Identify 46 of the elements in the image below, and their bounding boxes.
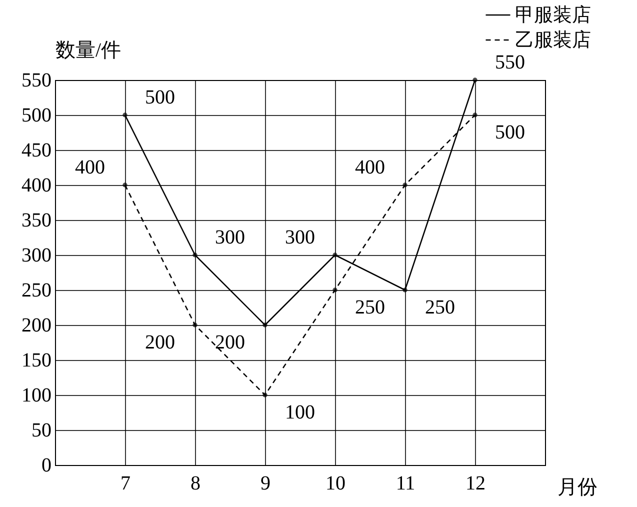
data-label: 200 bbox=[215, 332, 245, 354]
y-tick-label: 250 bbox=[22, 280, 52, 302]
y-tick-label: 300 bbox=[22, 244, 52, 266]
point bbox=[192, 322, 198, 328]
data-label: 300 bbox=[215, 226, 245, 248]
point bbox=[262, 392, 268, 398]
point bbox=[332, 252, 338, 258]
y-tick-label: 350 bbox=[22, 210, 52, 232]
y-tick-label: 450 bbox=[22, 140, 52, 162]
x-tick-label: 8 bbox=[190, 472, 200, 494]
point bbox=[122, 112, 128, 118]
y-tick-label: 550 bbox=[22, 70, 52, 92]
y-tick-label: 50 bbox=[32, 420, 52, 442]
y-tick-label: 150 bbox=[22, 350, 52, 372]
x-tick-label: 7 bbox=[120, 472, 130, 494]
data-label: 100 bbox=[285, 402, 315, 424]
y-tick-label: 400 bbox=[22, 174, 52, 196]
data-label: 250 bbox=[425, 296, 455, 318]
x-tick-label: 9 bbox=[260, 472, 270, 494]
data-label: 200 bbox=[145, 332, 175, 354]
y-tick-label: 0 bbox=[42, 454, 52, 476]
point bbox=[472, 78, 478, 82]
point bbox=[402, 182, 408, 188]
point bbox=[262, 322, 268, 328]
x-tick-label: 10 bbox=[326, 472, 346, 494]
data-label: 500 bbox=[145, 86, 175, 108]
x-tick-label: 12 bbox=[466, 472, 486, 494]
data-label: 550 bbox=[495, 52, 525, 74]
point bbox=[332, 288, 338, 292]
point bbox=[192, 252, 198, 258]
data-label: 400 bbox=[75, 156, 105, 178]
data-label: 250 bbox=[355, 296, 385, 318]
data-label: 400 bbox=[355, 156, 385, 178]
y-tick-label: 100 bbox=[22, 384, 52, 406]
y-tick-label: 200 bbox=[22, 314, 52, 336]
point bbox=[122, 182, 128, 188]
point bbox=[402, 288, 408, 292]
data-label: 300 bbox=[285, 226, 315, 248]
x-tick-label: 11 bbox=[396, 472, 416, 494]
data-label: 500 bbox=[495, 122, 525, 144]
y-axis-title: 数量/件 bbox=[56, 40, 122, 62]
legend-label: 甲服装店 bbox=[515, 4, 591, 26]
x-axis-title: 月份 bbox=[558, 476, 598, 498]
legend-label: 乙服装店 bbox=[515, 29, 591, 51]
y-tick-label: 500 bbox=[22, 104, 52, 126]
point bbox=[472, 112, 478, 118]
